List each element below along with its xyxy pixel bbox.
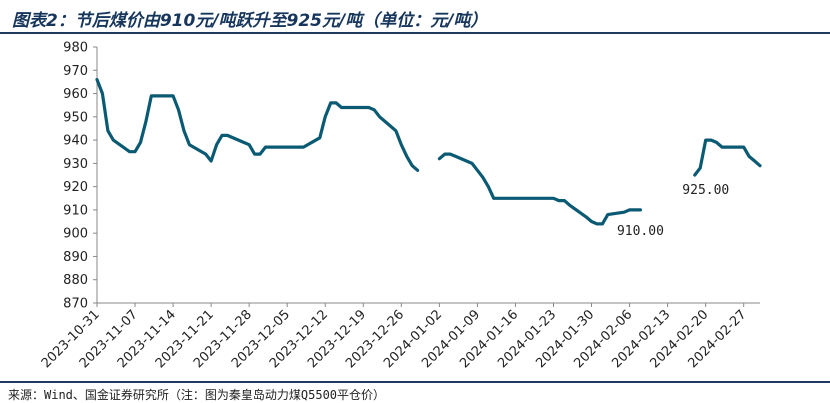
y-axis: 870 880 890 900 910 920 930 940 950 960 970 980 [63,41,98,312]
price-line-segment-3 [693,138,762,177]
title-bar: 图表2：节后煤价由910元/吨跃升至925元/吨（单位：元/吨） [0,0,830,34]
data-label: 910.00 [617,224,664,239]
data-label: 925.00 [682,183,729,198]
y-tick-label: 950 [63,110,88,125]
source-bar: 来源：Wind、国金证券研究所（注：图为秦皇岛动力煤Q5500平仓价） [0,381,830,403]
data-labels: 910.00 925.00 [617,183,729,239]
y-tick-label: 910 [63,203,88,218]
y-tick-label: 970 [63,64,88,79]
price-line-segment-1 [95,77,420,172]
y-tick-label: 980 [63,41,88,56]
y-tick-label: 930 [63,157,88,172]
y-tick-label: 890 [63,250,88,265]
y-tick-label: 900 [63,227,88,242]
source-note: 来源：Wind、国金证券研究所（注：图为秦皇岛动力煤Q5500平仓价） [8,388,386,402]
y-tick-label: 940 [63,134,88,149]
price-line-segment-2 [437,152,643,226]
chart-title: 图表2：节后煤价由910元/吨跃升至925元/吨（单位：元/吨） [12,11,488,31]
y-tick-label: 920 [63,180,88,195]
y-tick-label: 960 [63,87,88,102]
y-tick-label: 870 [63,297,88,312]
y-tick-label: 880 [63,273,88,288]
line-chart: 870 880 890 900 910 920 930 940 950 960 970 980 202… [39,41,762,371]
x-axis: 2023-10-312023-11-072023-11-142023-11-21… [39,302,760,371]
series-group [95,77,762,226]
